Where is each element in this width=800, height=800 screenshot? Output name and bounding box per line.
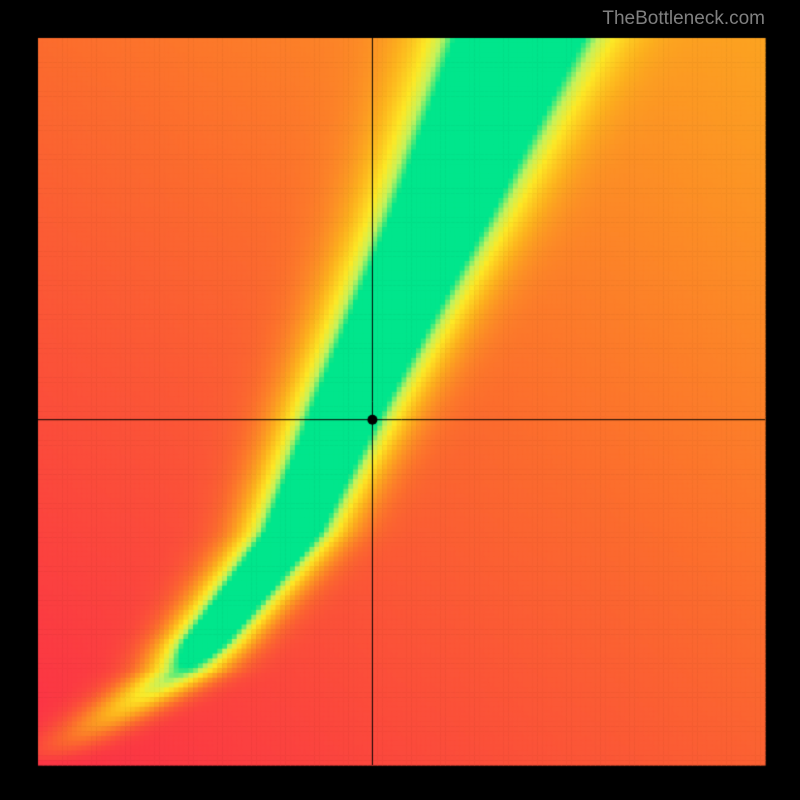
watermark-text: TheBottleneck.com [602, 8, 765, 30]
chart-container: TheBottleneck.com [0, 0, 800, 800]
heatmap-canvas [0, 0, 800, 800]
